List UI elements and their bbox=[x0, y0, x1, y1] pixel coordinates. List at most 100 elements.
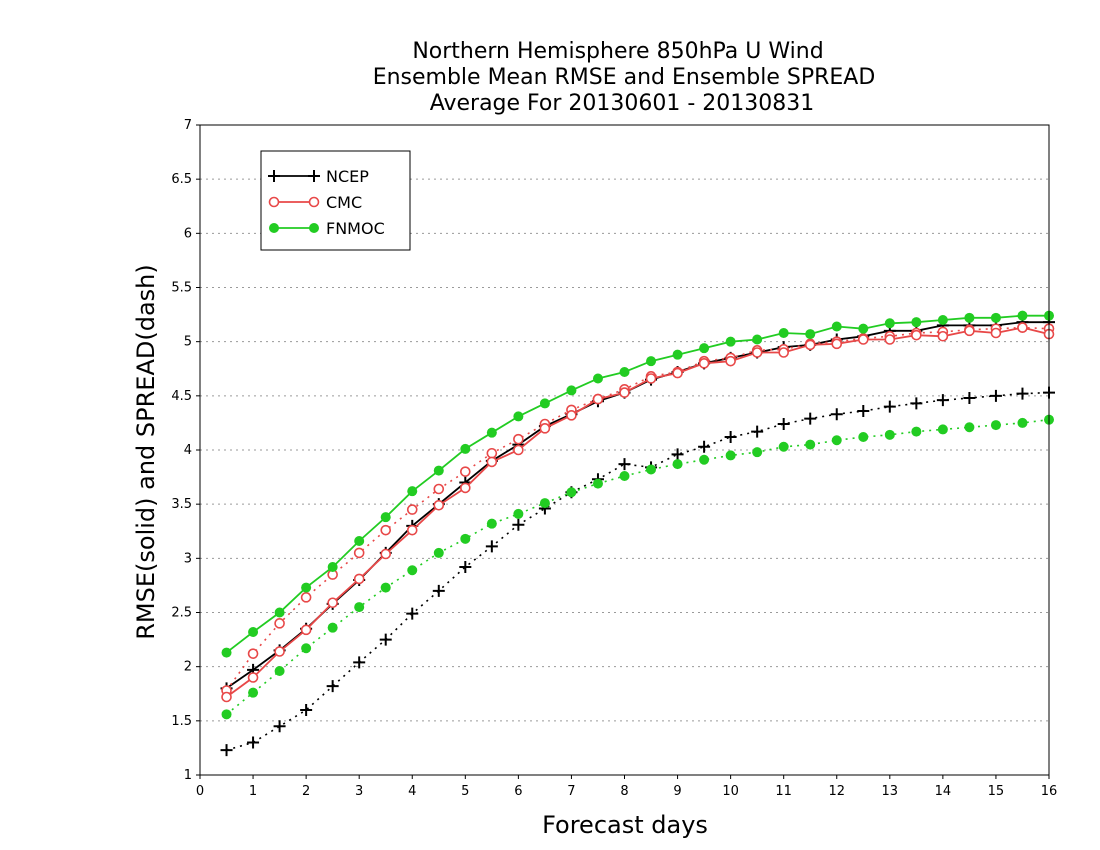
legend-label-cmc: CMC bbox=[326, 193, 362, 212]
x-tick-label: 1 bbox=[249, 784, 257, 799]
x-tick-label: 7 bbox=[567, 784, 575, 799]
point-cmc-rmse bbox=[433, 499, 445, 511]
point-ncep-spread bbox=[857, 405, 870, 417]
point-fnmoc-rmse bbox=[911, 317, 922, 328]
x-tick-label: 13 bbox=[882, 784, 899, 799]
point-fnmoc-rmse bbox=[221, 647, 232, 658]
point-fnmoc-rmse bbox=[301, 582, 312, 593]
point-cmc-spread bbox=[406, 504, 418, 515]
x-tick-label: 4 bbox=[408, 784, 416, 799]
chart-title-line-3: Average For 20130601 - 20130831 bbox=[430, 91, 815, 116]
point-fnmoc-spread bbox=[513, 508, 524, 519]
x-tick-label: 2 bbox=[302, 784, 310, 799]
point-fnmoc-rmse bbox=[964, 312, 975, 323]
point-ncep-spread bbox=[724, 431, 737, 443]
point-cmc-rmse bbox=[300, 624, 312, 636]
point-cmc-rmse bbox=[327, 597, 338, 609]
point-ncep-spread bbox=[485, 540, 498, 553]
line-cmc-rmse bbox=[225, 326, 1050, 698]
point-fnmoc-rmse bbox=[486, 427, 497, 438]
point-fnmoc-rmse bbox=[592, 373, 603, 384]
point-ncep-spread bbox=[618, 458, 631, 471]
y-tick-label: 2.5 bbox=[171, 606, 192, 621]
point-ncep-spread bbox=[300, 704, 313, 716]
x-tick-label: 11 bbox=[775, 784, 792, 799]
y-tick-label: 5.5 bbox=[171, 281, 192, 296]
x-tick-label: 16 bbox=[1041, 784, 1058, 799]
point-cmc-rmse bbox=[592, 393, 604, 405]
point-ncep-spread bbox=[936, 394, 949, 407]
legend-marker-cmc bbox=[268, 196, 280, 208]
point-ncep-spread bbox=[247, 736, 260, 749]
point-fnmoc-spread bbox=[831, 435, 842, 446]
point-cmc-rmse bbox=[1017, 322, 1028, 333]
point-fnmoc-spread bbox=[1017, 417, 1028, 428]
x-tick-label: 12 bbox=[828, 784, 845, 799]
point-fnmoc-spread bbox=[486, 518, 497, 529]
point-cmc-rmse bbox=[566, 410, 577, 421]
point-fnmoc-spread bbox=[699, 454, 710, 465]
point-cmc-spread bbox=[433, 483, 445, 495]
point-cmc-spread bbox=[486, 447, 498, 459]
point-fnmoc-rmse bbox=[1017, 310, 1028, 321]
point-fnmoc-rmse bbox=[513, 411, 524, 422]
line-ncep-spread bbox=[226, 391, 1050, 751]
point-fnmoc-rmse bbox=[433, 465, 444, 476]
point-fnmoc-spread bbox=[460, 533, 471, 544]
point-fnmoc-spread bbox=[248, 687, 259, 698]
y-tick-label: 6 bbox=[184, 226, 192, 241]
point-ncep-spread bbox=[777, 418, 790, 430]
point-cmc-rmse bbox=[964, 325, 975, 337]
point-fnmoc-spread bbox=[274, 666, 285, 676]
point-ncep-spread bbox=[804, 412, 817, 425]
point-ncep-spread bbox=[963, 392, 976, 404]
point-fnmoc-rmse bbox=[805, 329, 816, 340]
legend: NCEP CMC FNMOC bbox=[260, 150, 411, 251]
point-fnmoc-spread bbox=[725, 450, 736, 461]
point-fnmoc-rmse bbox=[380, 512, 391, 523]
point-cmc-rmse bbox=[513, 444, 524, 456]
point-ncep-spread bbox=[432, 584, 445, 597]
point-fnmoc-spread bbox=[672, 459, 683, 470]
series-ncep bbox=[220, 316, 1055, 757]
x-axis-label: Forecast days bbox=[542, 811, 708, 839]
line-ncep-rmse bbox=[225, 321, 1049, 690]
point-cmc-rmse bbox=[937, 330, 949, 342]
point-cmc-rmse bbox=[539, 423, 551, 434]
y-tick-label: 3 bbox=[184, 551, 192, 566]
point-fnmoc-rmse bbox=[248, 627, 259, 637]
point-fnmoc-rmse bbox=[858, 323, 869, 334]
x-tick-label: 0 bbox=[196, 784, 204, 799]
y-tick-label: 2 bbox=[184, 660, 192, 675]
point-fnmoc-rmse bbox=[699, 343, 710, 354]
legend-marker-fnmoc bbox=[309, 223, 319, 233]
y-tick-label: 6.5 bbox=[171, 172, 192, 187]
point-fnmoc-spread bbox=[646, 464, 657, 475]
point-fnmoc-rmse bbox=[752, 334, 763, 345]
point-cmc-spread bbox=[247, 648, 259, 659]
point-fnmoc-rmse bbox=[327, 562, 338, 572]
legend-marker-cmc bbox=[308, 196, 320, 208]
legend-box bbox=[260, 150, 411, 251]
point-fnmoc-spread bbox=[911, 426, 922, 437]
point-fnmoc-spread bbox=[380, 582, 391, 593]
point-cmc-rmse bbox=[460, 482, 471, 494]
legend-marker-ncep bbox=[268, 170, 280, 182]
point-fnmoc-rmse bbox=[539, 398, 550, 409]
y-tick-label: 5 bbox=[184, 335, 192, 350]
point-fnmoc-spread bbox=[566, 487, 577, 498]
point-fnmoc-rmse bbox=[831, 321, 842, 332]
grid-lines bbox=[200, 178, 1049, 722]
point-fnmoc-spread bbox=[433, 547, 444, 558]
chart-title-line-1: Northern Hemisphere 850hPa U Wind bbox=[412, 39, 823, 64]
point-fnmoc-spread bbox=[805, 439, 816, 450]
point-fnmoc-spread bbox=[964, 422, 975, 433]
line-fnmoc-spread bbox=[225, 418, 1050, 715]
series-cmc bbox=[221, 322, 1055, 703]
point-cmc-rmse bbox=[353, 573, 365, 585]
legend-label-fnmoc: FNMOC bbox=[326, 219, 385, 238]
chart-title: Northern Hemisphere 850hPa U Wind Ensemb… bbox=[373, 39, 876, 116]
point-fnmoc-rmse bbox=[619, 367, 630, 377]
point-cmc-rmse bbox=[698, 358, 710, 369]
point-cmc-rmse bbox=[857, 334, 869, 345]
